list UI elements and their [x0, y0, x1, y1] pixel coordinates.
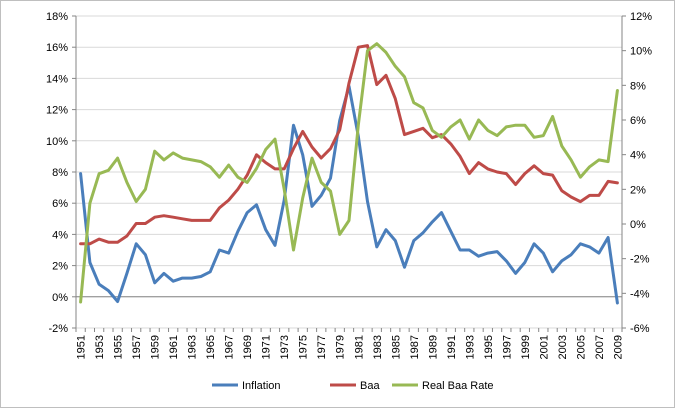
legend-label: Real Baa Rate: [422, 380, 494, 392]
x-tick-label: 1979: [335, 335, 347, 359]
x-tick-label: 2007: [594, 335, 606, 359]
x-tick-label: 1983: [372, 335, 384, 359]
x-tick-label: 1967: [224, 335, 236, 359]
left-tick-label: -2%: [48, 323, 68, 335]
right-tick-label: -2%: [630, 254, 650, 266]
right-tick-label: 12%: [630, 11, 652, 23]
x-tick-label: 2001: [538, 335, 550, 359]
x-tick-label: 1993: [464, 335, 476, 359]
right-tick-label: -4%: [630, 288, 650, 300]
x-tick-label: 1985: [390, 335, 402, 359]
legend: Inflation Baa Real Baa Rate: [212, 380, 494, 392]
series-lines: [79, 42, 619, 305]
x-tick-label: 1977: [316, 335, 328, 359]
x-tick-label: 1987: [409, 335, 421, 359]
x-tick-label: 2003: [557, 335, 569, 359]
right-tick-label: 4%: [630, 150, 646, 162]
x-tick-label: 1963: [187, 335, 199, 359]
x-axis-tick-labels: 1951 1953 1955 1957 1959 1961 1963 1965 1967 1969…: [76, 335, 625, 359]
left-tick-label: 10%: [46, 136, 68, 148]
right-tick-label: 6%: [630, 115, 646, 127]
x-tick-label: 1955: [113, 335, 125, 359]
x-tick-label: 2005: [575, 335, 587, 359]
x-tick-label: 1959: [150, 335, 162, 359]
x-tick-label: 1975: [298, 335, 310, 359]
x-tick-label: 2009: [612, 335, 624, 359]
right-tick-label: 10%: [630, 46, 652, 58]
left-tick-label: 18%: [46, 11, 68, 23]
x-tick-label: 1991: [446, 335, 458, 359]
x-tick-label: 1999: [520, 335, 532, 359]
x-tick-label: 1951: [76, 335, 88, 359]
x-tick-label: 1971: [261, 335, 273, 359]
right-tick-label: 2%: [630, 184, 646, 196]
right-axis-tick-labels: -6% -4% -2% 0% 2% 4% 6% 8% 10% 12%: [630, 11, 652, 335]
x-tick-label: 1965: [205, 335, 217, 359]
right-tick-label: -6%: [630, 323, 650, 335]
x-tick-label: 1973: [279, 335, 291, 359]
left-tick-label: 4%: [52, 229, 68, 241]
left-tick-label: 2%: [52, 261, 68, 273]
x-tick-label: 1989: [427, 335, 439, 359]
x-tick-label: 1997: [501, 335, 513, 359]
legend-label: Inflation: [242, 380, 281, 392]
legend-label: Baa: [360, 380, 380, 392]
left-tick-label: 8%: [52, 167, 68, 179]
right-tick-label: 8%: [630, 80, 646, 92]
x-tick-label: 1957: [131, 335, 143, 359]
x-tick-label: 1961: [168, 335, 180, 359]
left-tick-label: 14%: [46, 73, 68, 85]
series-line-real-baa-rate: [79, 42, 619, 304]
x-tick-label: 1981: [353, 335, 365, 359]
x-tick-label: 1995: [483, 335, 495, 359]
left-axis-tick-labels: -2% 0% 2% 4% 6% 8% 10% 12% 14% 16% 18%: [46, 11, 68, 335]
left-tick-label: 0%: [52, 292, 68, 304]
axes: [72, 15, 626, 332]
right-tick-label: 0%: [630, 219, 646, 231]
x-tick-label: 1969: [242, 335, 254, 359]
left-tick-label: 6%: [52, 198, 68, 210]
left-tick-label: 16%: [46, 42, 68, 54]
left-tick-label: 12%: [46, 105, 68, 117]
x-tick-label: 1953: [94, 335, 106, 359]
series-line-baa: [79, 44, 619, 246]
